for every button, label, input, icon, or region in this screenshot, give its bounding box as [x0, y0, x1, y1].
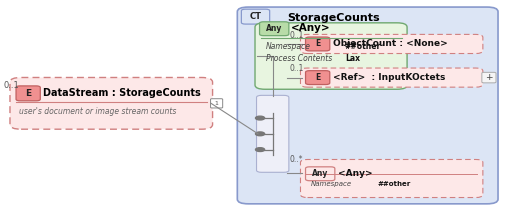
FancyBboxPatch shape [210, 99, 223, 108]
FancyBboxPatch shape [237, 7, 498, 204]
Text: E: E [315, 73, 320, 82]
Text: ObjectCount : <None>: ObjectCount : <None> [333, 39, 448, 49]
Text: ##other: ##other [345, 42, 381, 51]
Circle shape [256, 116, 265, 120]
FancyBboxPatch shape [10, 78, 212, 129]
Text: 0..1: 0..1 [290, 30, 304, 40]
Text: DataStream : StorageCounts: DataStream : StorageCounts [43, 88, 201, 98]
Text: StorageCounts: StorageCounts [287, 13, 379, 23]
Text: E: E [315, 39, 320, 49]
FancyBboxPatch shape [305, 37, 330, 51]
Text: 1: 1 [215, 101, 218, 106]
Text: 0..1: 0..1 [290, 64, 304, 73]
FancyBboxPatch shape [482, 72, 496, 83]
FancyBboxPatch shape [260, 22, 289, 36]
FancyBboxPatch shape [305, 71, 330, 85]
Text: Lax: Lax [345, 54, 360, 63]
Text: <Any>: <Any> [291, 23, 330, 33]
FancyBboxPatch shape [255, 23, 407, 89]
Text: <Ref>  : InputKOctets: <Ref> : InputKOctets [333, 73, 446, 82]
Text: CT: CT [249, 12, 262, 21]
Text: 0..*: 0..* [290, 155, 303, 164]
FancyBboxPatch shape [300, 160, 483, 197]
Text: E: E [25, 89, 31, 98]
Text: ##other: ##other [378, 181, 411, 187]
Text: user's document or image stream counts: user's document or image stream counts [19, 107, 176, 116]
FancyBboxPatch shape [241, 9, 270, 24]
Text: +: + [485, 73, 493, 82]
Text: Namespace: Namespace [266, 42, 310, 51]
Text: <Any>: <Any> [338, 169, 373, 178]
FancyBboxPatch shape [305, 167, 335, 181]
Text: Any: Any [312, 169, 328, 178]
FancyBboxPatch shape [257, 95, 289, 172]
Text: Any: Any [266, 24, 282, 33]
FancyBboxPatch shape [300, 34, 483, 53]
Text: 0..1: 0..1 [4, 81, 20, 90]
FancyBboxPatch shape [300, 68, 483, 87]
Circle shape [256, 148, 265, 151]
FancyBboxPatch shape [16, 86, 40, 101]
Text: Namespace: Namespace [311, 181, 352, 187]
Text: Process Contents: Process Contents [266, 54, 332, 63]
Circle shape [256, 132, 265, 136]
